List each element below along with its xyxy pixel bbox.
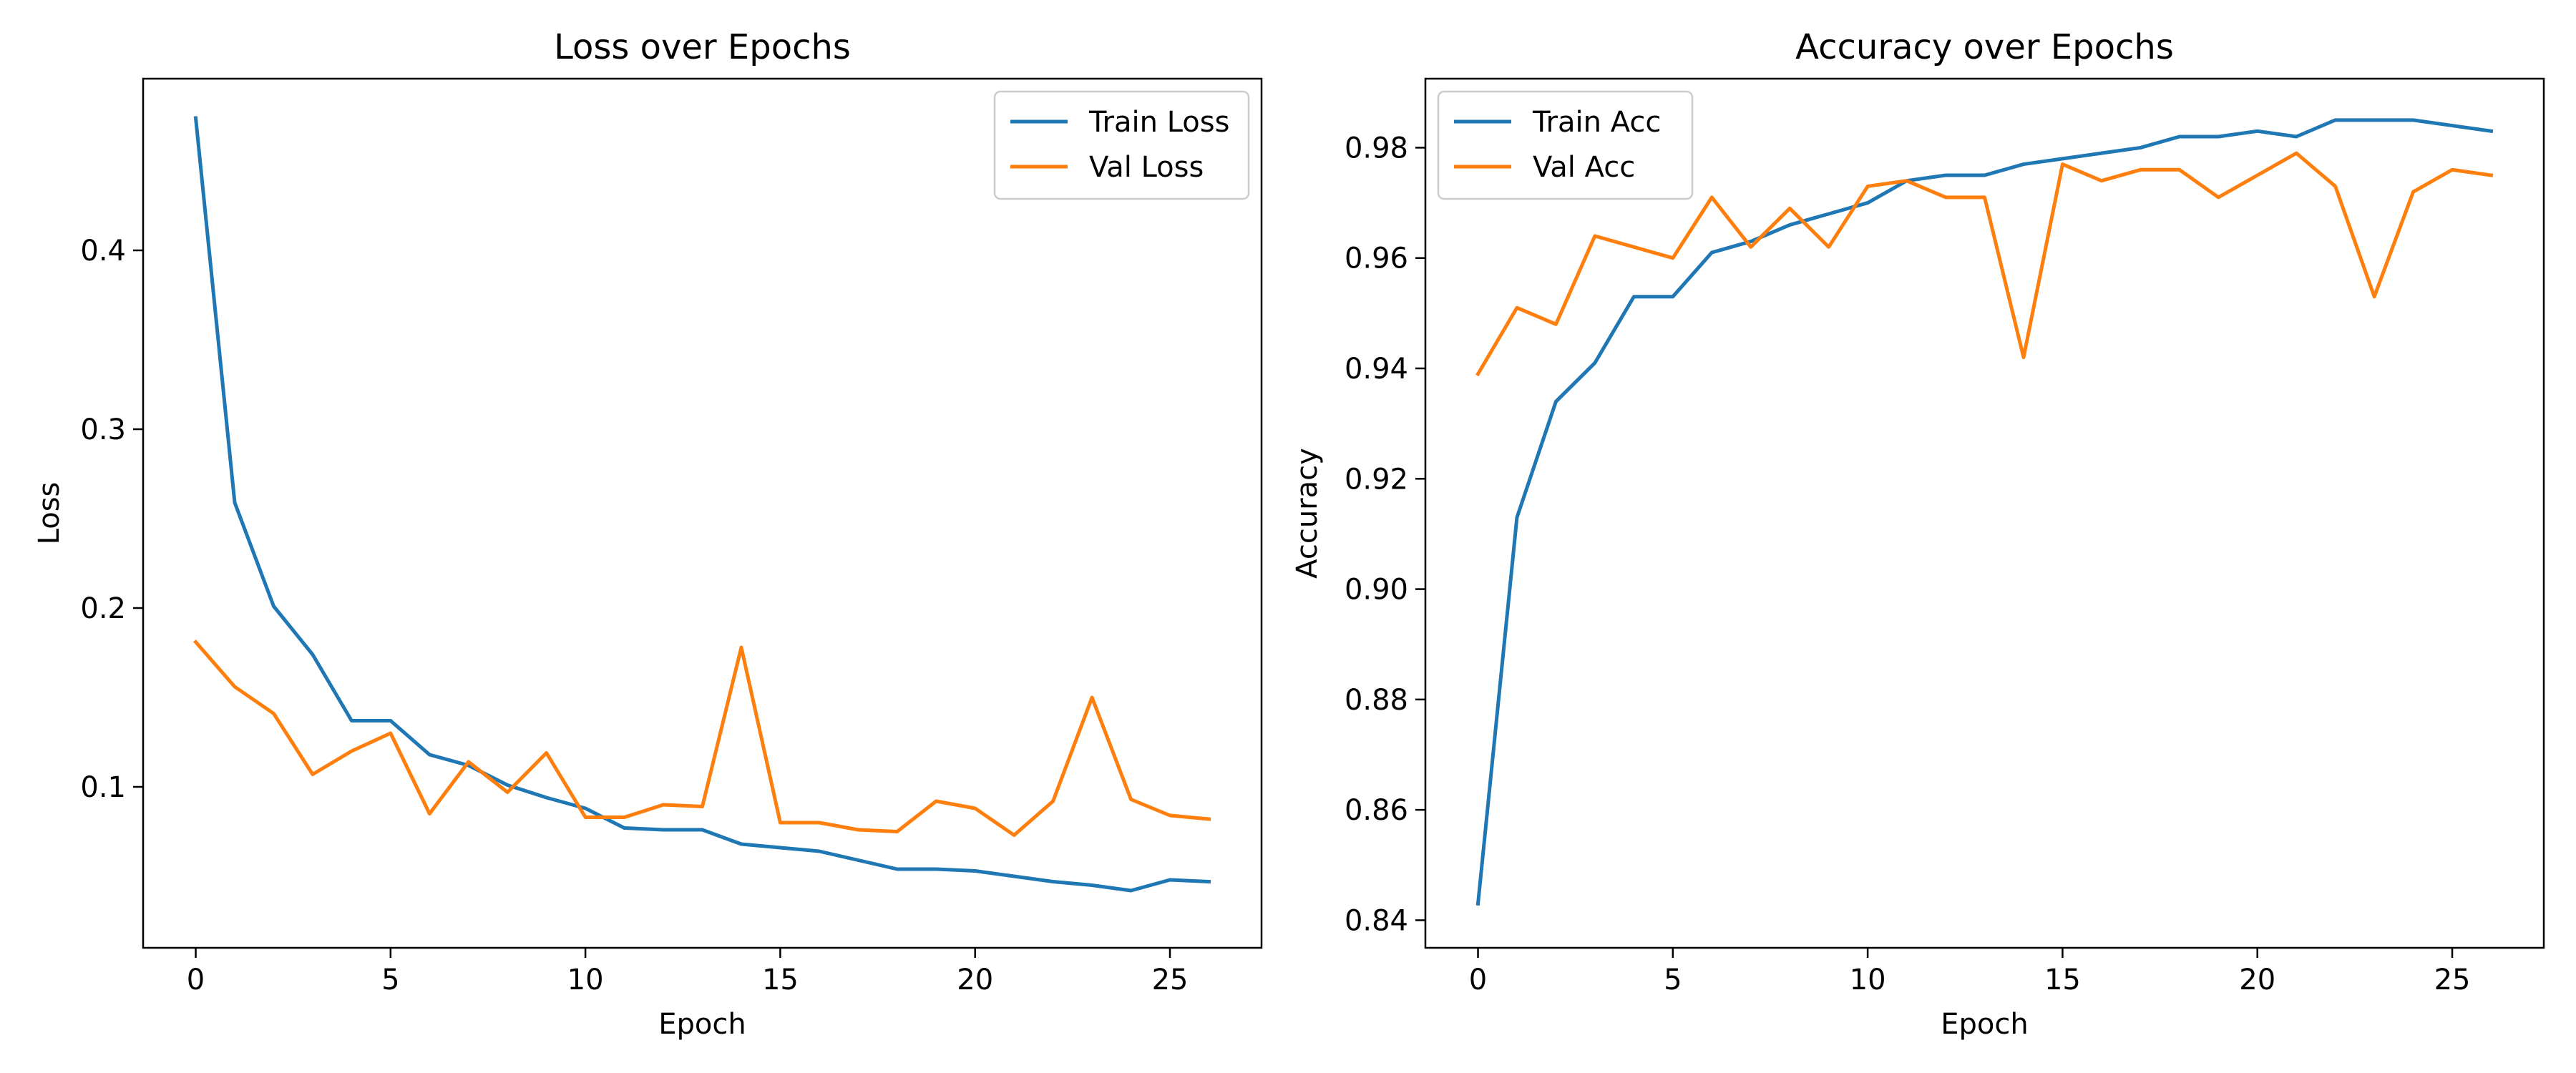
loss-x-axis-label: Epoch bbox=[658, 1008, 746, 1041]
loss-chart: Loss over Epochs 0 5 10 15 20 25 0.1 0.2 0.3 0.4 Ep… bbox=[33, 27, 1263, 1041]
acc-legend: Train Acc Val Acc bbox=[1437, 90, 1694, 200]
loss-legend-box bbox=[993, 90, 1250, 200]
acc-plot-area bbox=[1475, 118, 2494, 906]
acc-x-tick-label: 0 bbox=[1469, 964, 1487, 996]
loss-x-tick-label: 25 bbox=[1152, 964, 1189, 996]
loss-x-tick-label: 15 bbox=[762, 964, 799, 996]
acc-y-tick-label: 0.98 bbox=[1345, 132, 1408, 165]
acc-legend-label: Val Acc bbox=[1533, 151, 1635, 184]
loss-x-tick-label: 10 bbox=[567, 964, 604, 996]
loss-series-line-val-loss bbox=[192, 639, 1211, 837]
acc-y-tick-label: 0.88 bbox=[1345, 684, 1408, 717]
loss-legend-label: Train Loss bbox=[1088, 106, 1229, 139]
loss-y-tick-label: 0.2 bbox=[80, 592, 126, 625]
loss-axes-frame bbox=[142, 77, 1263, 949]
acc-legend-box bbox=[1437, 90, 1694, 200]
loss-y-tick-label: 0.3 bbox=[80, 413, 126, 446]
loss-x-tick-label: 0 bbox=[187, 964, 205, 996]
loss-y-tick-label: 0.4 bbox=[80, 235, 126, 268]
loss-legend: Train Loss Val Loss bbox=[993, 90, 1250, 200]
acc-legend-label: Train Acc bbox=[1532, 106, 1661, 139]
loss-chart-title: Loss over Epochs bbox=[554, 27, 851, 67]
acc-y-tick-label: 0.96 bbox=[1345, 242, 1408, 275]
acc-chart: Accuracy over Epochs 0 5 10 15 20 25 0.84 0.86 0.… bbox=[1291, 27, 2545, 1041]
acc-y-axis-label: Accuracy bbox=[1291, 448, 1324, 579]
acc-x-tick-label: 5 bbox=[1664, 964, 1682, 996]
acc-x-tick-label: 15 bbox=[2044, 964, 2081, 996]
acc-y-tick-label: 0.92 bbox=[1345, 463, 1408, 496]
acc-y-tick-label: 0.90 bbox=[1345, 574, 1408, 607]
acc-x-tick-label: 10 bbox=[1850, 964, 1886, 996]
acc-axes-frame bbox=[1424, 77, 2545, 949]
acc-y-tick-label: 0.94 bbox=[1345, 353, 1408, 386]
loss-y-tick-label: 0.1 bbox=[80, 771, 126, 804]
loss-x-tick-label: 5 bbox=[381, 964, 399, 996]
acc-series-line-train-acc bbox=[1475, 118, 2494, 906]
loss-legend-label: Val Loss bbox=[1089, 151, 1204, 184]
acc-y-tick-label: 0.86 bbox=[1345, 794, 1408, 827]
acc-x-tick-label: 20 bbox=[2239, 964, 2275, 996]
acc-x-tick-label: 25 bbox=[2434, 964, 2471, 996]
acc-series-line-val-acc bbox=[1475, 151, 2494, 377]
loss-y-axis-label: Loss bbox=[33, 482, 66, 545]
loss-plot-area bbox=[192, 116, 1211, 893]
loss-series-line-train-loss bbox=[193, 116, 1211, 893]
loss-x-tick-label: 20 bbox=[957, 964, 993, 996]
acc-x-axis-label: Epoch bbox=[1941, 1008, 2028, 1041]
acc-chart-title: Accuracy over Epochs bbox=[1795, 27, 2174, 67]
acc-y-tick-label: 0.84 bbox=[1345, 904, 1408, 937]
